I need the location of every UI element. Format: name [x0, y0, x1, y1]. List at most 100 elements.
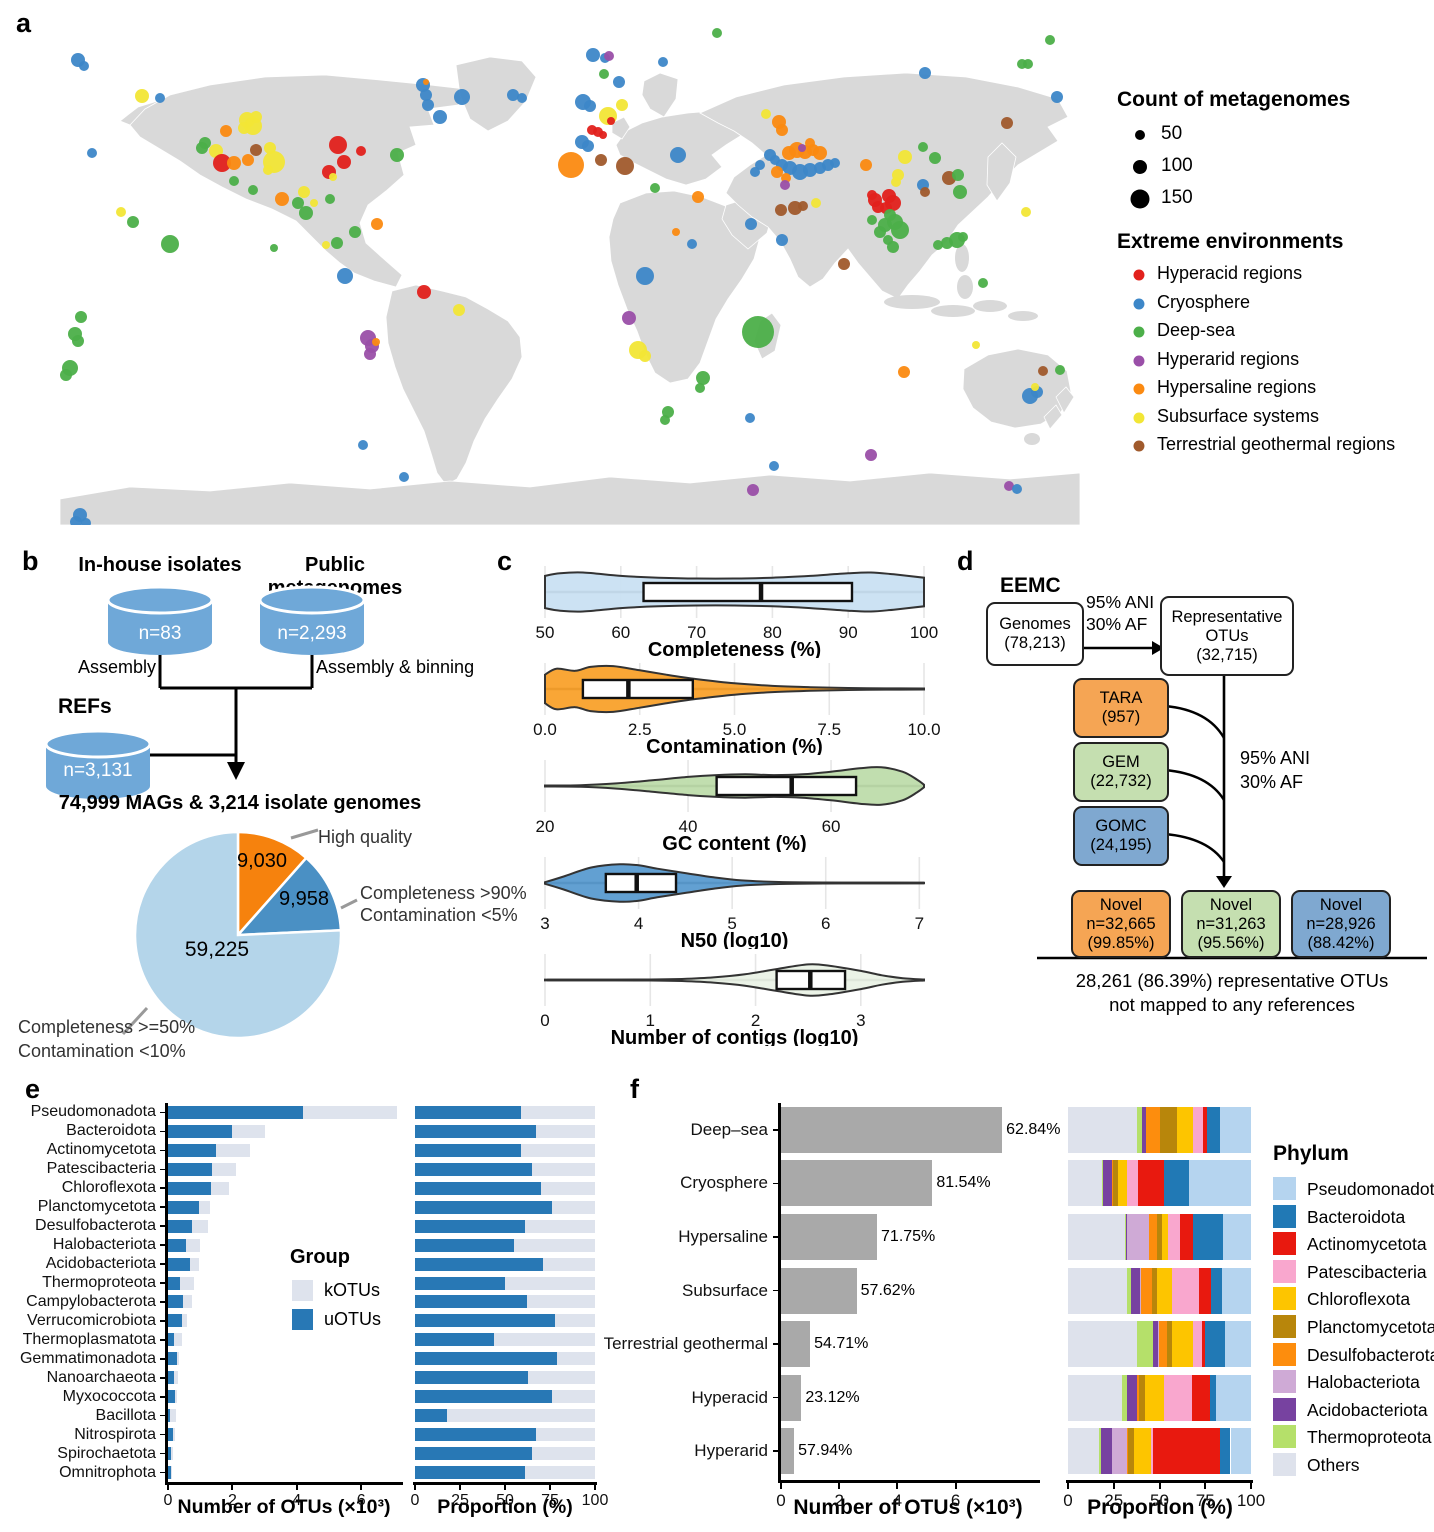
svg-text:7: 7	[915, 914, 924, 933]
metagenome-dot-sea	[867, 215, 877, 225]
island	[1008, 311, 1038, 321]
stack-seg-patescibacteria	[1172, 1267, 1199, 1314]
pie-slice	[236, 830, 309, 939]
stack-seg-bacteroidota	[1164, 1160, 1189, 1207]
metagenome-dot-cry	[507, 89, 519, 101]
stack-seg-desulfobacterota	[1145, 1106, 1160, 1153]
env-count-bar	[781, 1160, 933, 1207]
metagenome-dot-sea	[390, 148, 404, 162]
prop-uotu-bar	[415, 1276, 505, 1290]
phylum-label: Spirochaetota	[57, 1444, 156, 1462]
e-left-tickmark	[360, 1484, 363, 1490]
e-ytick	[160, 1452, 165, 1455]
e-ytick	[160, 1358, 165, 1360]
metagenome-dot-sal	[898, 366, 910, 378]
stack-seg-bacteroidota	[1207, 1106, 1220, 1153]
panel-d-label: d	[957, 546, 974, 576]
e-phylum-labels: Pseudomonadota Bacteroidota Actinomycetota…	[0, 1103, 160, 1482]
stack-seg-planctomycetota	[1152, 1267, 1158, 1314]
metagenome-dot-arid	[865, 449, 877, 461]
metagenome-dot-sea	[696, 371, 710, 385]
phylum-swatch-icon	[1273, 1259, 1296, 1283]
stack-seg-pseudomonadota	[1219, 1106, 1251, 1153]
island	[973, 300, 1007, 312]
stack-seg-actinomycetota	[1179, 1213, 1194, 1260]
stack-seg-acidobacteriota	[1102, 1160, 1112, 1207]
novel2-line1: Novel	[1209, 895, 1253, 914]
phylum-label: Acidobacteriota	[45, 1255, 156, 1273]
phylum-legend-item: Planctomycetota	[1273, 1314, 1434, 1340]
metagenome-dot-sub	[250, 111, 262, 123]
prop-uotu-bar	[415, 1257, 543, 1271]
f-left-xaxis-line	[778, 1480, 1040, 1483]
svg-text:60: 60	[611, 623, 630, 642]
svg-text:20: 20	[536, 817, 555, 836]
stack-seg-bacteroidota	[1193, 1213, 1224, 1260]
gem-line1: GEM	[1102, 753, 1140, 771]
prop-uotu-bar	[415, 1181, 541, 1195]
e-right-ticklabel: 50	[496, 1492, 514, 1509]
e-left-ticklabel: 2	[227, 1492, 237, 1509]
island	[955, 244, 969, 272]
metagenome-dot-sea	[650, 183, 660, 193]
metagenome-dot-sub	[264, 142, 276, 154]
metagenome-dot-cry	[636, 267, 654, 285]
metagenome-dot-acid	[417, 285, 431, 299]
svg-text:Contamination (%): Contamination (%)	[646, 736, 823, 755]
size-legend-value: 50	[1161, 123, 1183, 144]
phylum-swatch-icon	[1273, 1315, 1296, 1338]
phylum-label: Pseudomonadota	[30, 1103, 156, 1121]
metagenome-dot-acid	[337, 155, 351, 169]
pie-slice	[235, 856, 343, 937]
env-row-label: Hyperarid	[694, 1441, 768, 1461]
metagenome-dot-sal	[771, 166, 783, 178]
phylum-legend-item: Chloroflexota	[1273, 1286, 1433, 1312]
svg-text:100: 100	[910, 623, 938, 642]
metagenome-dot-sea	[60, 369, 72, 381]
svg-text:6: 6	[821, 914, 830, 933]
uotu-bar	[168, 1143, 217, 1157]
phylum-label: Chloroflexota	[61, 1179, 156, 1197]
size-legend-item: 50	[1117, 120, 1417, 150]
size-dot-icon	[1130, 189, 1150, 209]
group-legend-title: Group	[290, 1246, 350, 1268]
metagenome-dot-cry	[517, 93, 527, 103]
phylum-swatch-icon	[1273, 1204, 1296, 1228]
metagenome-dot-cry	[750, 167, 760, 177]
e-left-tickmark	[167, 1484, 169, 1490]
env-row-label: Hypersaline	[678, 1226, 768, 1246]
stack-seg-thermoproteota	[1125, 1213, 1126, 1260]
violin-1: 0.0 2.5 5.0 7.5 10.0 Contamination (%)	[533, 663, 940, 755]
metagenome-dot-cry	[70, 516, 82, 525]
metagenome-dot-sea	[953, 185, 967, 199]
prop-uotu-bar	[415, 1295, 527, 1309]
stack-seg-acidobacteriota	[1130, 1267, 1141, 1314]
stack-seg-chloroflexota	[1172, 1321, 1194, 1368]
metagenome-dot-sea	[292, 197, 304, 209]
svg-text:70: 70	[687, 623, 706, 642]
group-legend-label: kOTUs	[324, 1280, 380, 1300]
stack-seg-bacteroidota	[1210, 1374, 1217, 1421]
cyl1-n: n=83	[138, 623, 182, 644]
svg-text:3: 3	[856, 1011, 865, 1030]
size-legend-title: Count of metagenomes	[1117, 88, 1351, 111]
callout-mid-line1: Completeness >90%	[360, 883, 527, 903]
group-legend-item: kOTUs	[292, 1278, 402, 1304]
metagenome-dot-sal	[813, 146, 827, 160]
metagenome-dot-geo	[920, 187, 930, 197]
metagenome-dot-acid	[872, 201, 884, 213]
size-legend-item: 100	[1117, 152, 1417, 182]
phylum-swatch-icon	[1273, 1397, 1296, 1421]
prop-uotu-bar	[415, 1219, 525, 1233]
stack-seg-desulfobacterota	[1112, 1160, 1114, 1207]
metagenome-dot-cry	[337, 268, 353, 284]
metagenome-dot-sal	[805, 138, 815, 148]
e-ytick	[160, 1244, 165, 1246]
metagenome-dot-sub	[298, 186, 310, 198]
phylum-label: Campylobacterota	[26, 1292, 156, 1310]
uotu-bar	[168, 1238, 186, 1252]
stack-seg-desulfobacterota	[1158, 1321, 1167, 1368]
svg-text:2.5: 2.5	[628, 720, 652, 739]
metagenome-dot-sal	[558, 152, 584, 178]
prop-uotu-bar	[415, 1371, 529, 1385]
